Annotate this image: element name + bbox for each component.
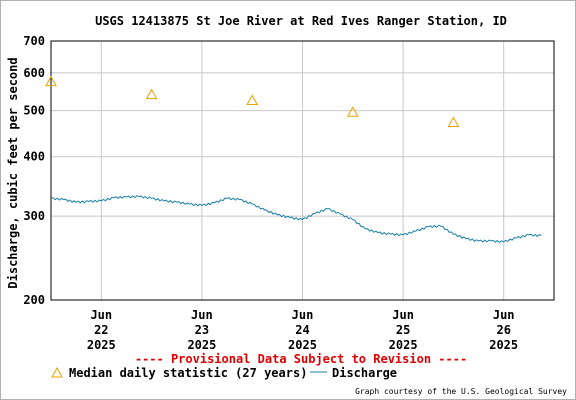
discharge-series-line [50,195,542,244]
x-tick-label: 23 [195,323,209,337]
y-axis-label: Discharge, cubic feet per second [6,57,20,288]
x-tick-label: 24 [295,323,309,337]
x-tick-label: Jun [191,308,213,322]
median-marker [246,94,259,105]
x-tick-label: 26 [496,323,510,337]
credit-text: Graph courtesy of the U.S. Geological Su… [355,387,567,396]
grid-lines [51,41,554,300]
y-axis-ticks: 200 300 400 500 600 700 [23,34,45,307]
x-tick-label: Jun [292,308,314,322]
x-axis-ticks: Jun222025Jun232025Jun242025Jun252025Jun2… [87,308,518,352]
x-tick-label: 2025 [288,338,317,352]
x-tick-label: 25 [396,323,410,337]
x-tick-label: Jun [392,308,414,322]
median-marker [45,75,57,87]
x-tick-label: 2025 [87,338,116,352]
legend: Median daily statistic (27 years) Discha… [51,366,397,380]
x-tick-label: 2025 [489,338,518,352]
y-tick-label: 300 [23,209,45,223]
median-series-markers [45,75,460,127]
x-tick-label: Jun [493,308,515,322]
median-marker [346,106,359,117]
y-tick-label: 600 [23,66,45,80]
x-tick-label: Jun [90,308,112,322]
provisional-notice: ---- Provisional Data Subject to Revisio… [135,352,467,366]
plot-area-border [50,40,555,301]
x-tick-label: 22 [94,323,108,337]
y-tick-label: 400 [23,150,45,164]
legend-median-triangle-icon [51,366,63,378]
legend-discharge-label: Discharge [332,366,397,380]
median-marker [145,88,158,100]
y-tick-label: 200 [23,293,45,307]
x-tick-label: 2025 [389,338,418,352]
y-tick-label: 700 [23,34,45,48]
x-tick-label: 2025 [187,338,216,352]
y-tick-label: 500 [23,104,45,118]
legend-median-label: Median daily statistic (27 years) [69,366,307,380]
chart-title: USGS 12413875 St Joe River at Red Ives R… [95,14,507,28]
median-marker [447,116,460,127]
